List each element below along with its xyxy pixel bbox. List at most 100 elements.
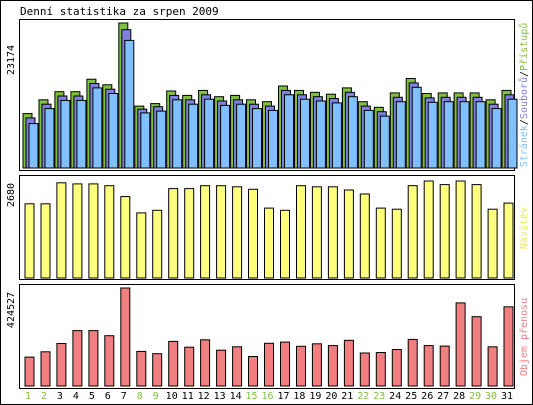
- x-tick-label-day-15: 15: [245, 391, 257, 402]
- bar-traffic-day-20: [327, 345, 338, 387]
- bar-stránek-day-4: [76, 99, 87, 169]
- bar-traffic-day-4: [72, 330, 83, 387]
- x-tick-label-day-26: 26: [421, 391, 433, 402]
- bar-visits-day-23: [375, 207, 386, 279]
- bar-stránek-day-15: [252, 108, 262, 169]
- bar-traffic-day-18: [296, 345, 306, 387]
- x-tick-label-day-13: 13: [214, 391, 226, 402]
- x-tick-label-day-25: 25: [405, 391, 417, 402]
- bar-stránek-day-6: [108, 93, 119, 169]
- x-tick-label-day-31: 31: [501, 391, 513, 402]
- x-tick-label-day-24: 24: [389, 391, 401, 402]
- bar-traffic-day-11: [184, 346, 195, 387]
- x-tick-label-day-16: 16: [261, 391, 273, 402]
- x-axis-day-labels: 1 2 3 4 5 6 7 8 9 10 11 12 13 14 15 16 17 18 19 20 21 22 23 24 2…: [25, 391, 513, 402]
- bar-stránek-day-23: [379, 115, 390, 169]
- bar-traffic-day-10: [168, 340, 179, 387]
- x-tick-label-day-27: 27: [437, 391, 449, 402]
- bar-stránek-day-7: [124, 39, 135, 169]
- x-tick-label-day-19: 19: [309, 391, 321, 402]
- bar-traffic-day-16: [264, 342, 274, 387]
- bar-traffic-day-1: [24, 356, 35, 387]
- bar-stránek-day-27: [443, 101, 454, 169]
- x-tick-label-day-23: 23: [373, 391, 385, 402]
- bar-visits-day-29: [471, 184, 482, 279]
- bar-traffic-day-29: [471, 316, 482, 387]
- x-tick-label-day-5: 5: [89, 391, 95, 402]
- bar-visits-day-10: [168, 188, 179, 279]
- x-tick-label-day-10: 10: [166, 391, 178, 402]
- bar-visits-day-21: [343, 189, 354, 279]
- bar-traffic-day-5: [88, 330, 99, 387]
- panel-visits-bars: [24, 180, 514, 279]
- panel-hits-max-label: 23174: [6, 45, 17, 75]
- bar-visits-day-14: [232, 186, 243, 279]
- x-tick-label-day-17: 17: [277, 391, 289, 402]
- bar-visits-day-13: [216, 185, 227, 279]
- ylabel-files: Souborů: [518, 77, 530, 119]
- bar-visits-day-4: [72, 183, 83, 279]
- bar-stránek-day-28: [459, 101, 470, 169]
- x-tick-label-day-28: 28: [453, 391, 465, 402]
- panel-hits-ylabel: Stránek/Souborů/Přístupů: [518, 23, 530, 168]
- x-tick-label-day-1: 1: [25, 391, 31, 402]
- bar-traffic-day-15: [248, 356, 258, 387]
- bar-stránek-day-26: [427, 101, 438, 169]
- bar-visits-day-28: [455, 180, 466, 279]
- x-tick-label-day-18: 18: [293, 391, 305, 402]
- bar-traffic-day-31: [503, 306, 514, 387]
- bar-visits-day-18: [296, 185, 306, 279]
- bar-stránek-day-25: [411, 86, 422, 169]
- bar-visits-day-7: [120, 196, 131, 279]
- bar-visits-day-27: [439, 184, 450, 279]
- bar-visits-day-1: [24, 203, 35, 279]
- bar-stránek-day-13: [220, 104, 231, 169]
- bar-traffic-day-9: [152, 353, 163, 387]
- bar-visits-day-6: [104, 185, 115, 279]
- bar-visits-day-8: [136, 212, 147, 279]
- x-tick-label-day-30: 30: [485, 391, 497, 402]
- bar-traffic-day-8: [136, 350, 147, 387]
- panel-hits-bars: [22, 22, 518, 169]
- bar-visits-day-2: [40, 203, 51, 279]
- x-tick-label-day-4: 4: [73, 391, 79, 402]
- x-tick-label-day-21: 21: [341, 391, 353, 402]
- x-tick-label-day-22: 22: [357, 391, 369, 402]
- ylabel-pages: Stránek: [518, 125, 530, 167]
- panel-traffic-max-label: 424527: [6, 292, 17, 328]
- bar-stránek-day-22: [363, 109, 374, 169]
- bar-visits-day-22: [359, 193, 370, 279]
- bar-stránek-day-12: [204, 98, 215, 169]
- x-tick-label-day-11: 11: [182, 391, 194, 402]
- bar-visits-day-11: [184, 188, 195, 279]
- x-tick-label-day-14: 14: [230, 391, 242, 402]
- panel-visits-ylabel: Návštěv: [518, 207, 530, 249]
- panel-traffic-bars: [24, 287, 514, 387]
- x-tick-label-day-12: 12: [198, 391, 210, 402]
- bar-traffic-day-30: [487, 346, 498, 387]
- bar-traffic-day-24: [391, 349, 402, 387]
- bar-traffic-day-13: [216, 349, 227, 387]
- bar-stránek-day-5: [92, 87, 103, 169]
- bar-traffic-day-17: [280, 341, 290, 387]
- x-tick-label-day-20: 20: [325, 391, 337, 402]
- bar-stránek-day-17: [284, 94, 294, 169]
- bar-stránek-day-20: [331, 102, 342, 169]
- bar-stránek-day-18: [300, 98, 310, 169]
- bar-stránek-day-2: [44, 108, 55, 169]
- bar-stránek-day-31: [507, 98, 518, 169]
- bar-visits-day-16: [264, 207, 274, 279]
- bar-visits-day-3: [56, 182, 67, 279]
- bar-traffic-day-7: [120, 287, 131, 387]
- ylabel-separator-1: /: [519, 119, 530, 125]
- panel-visits-frame: [19, 175, 515, 280]
- x-tick-label-day-29: 29: [469, 391, 481, 402]
- bar-visits-day-5: [88, 183, 99, 279]
- bar-visits-day-17: [280, 209, 290, 279]
- panel-visits-max-label: 2680: [6, 183, 17, 207]
- bar-traffic-day-27: [439, 345, 450, 387]
- bar-traffic-day-2: [40, 351, 51, 387]
- x-tick-label-day-8: 8: [137, 391, 143, 402]
- bar-stránek-day-3: [60, 99, 71, 169]
